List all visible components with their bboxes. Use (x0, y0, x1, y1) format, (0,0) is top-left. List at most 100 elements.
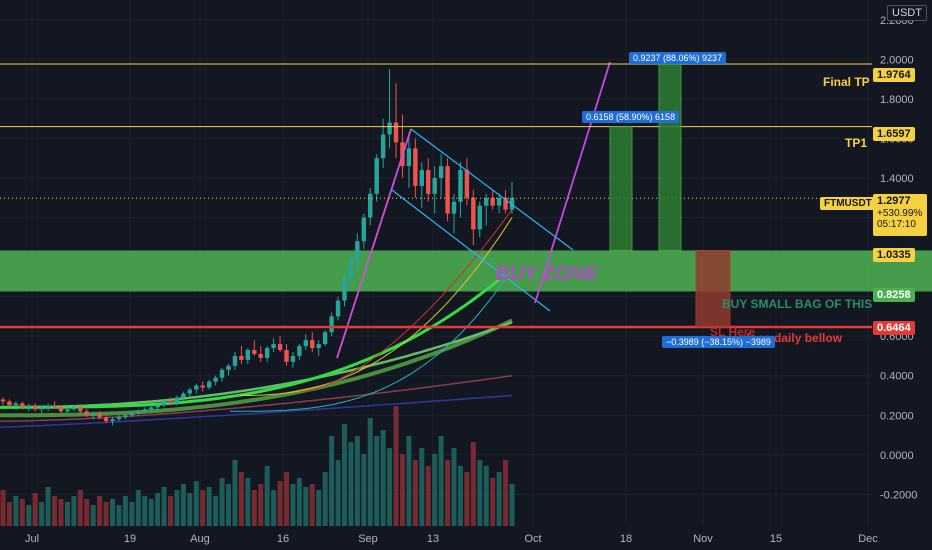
candle-body (206, 381, 212, 388)
candle-body (103, 417, 109, 422)
volume-bar (316, 490, 322, 526)
current-price: 1.2977 (877, 195, 911, 207)
target1-tag[interactable]: 0.6158 (58.90%) 6158 (582, 111, 680, 123)
candle-body (84, 411, 89, 416)
volume-bar (406, 436, 412, 526)
volume-bar (451, 448, 457, 526)
candle-body (458, 170, 463, 202)
volume-bar (168, 496, 174, 526)
volume-bar (71, 496, 77, 526)
candle-body (0, 399, 6, 402)
volume-bar (258, 484, 264, 526)
volume-bar (445, 460, 451, 526)
volume-bar (0, 490, 6, 526)
candle-body (161, 401, 167, 406)
volume-bar (380, 430, 386, 526)
volume-bar (122, 496, 128, 526)
x-tick-label: 16 (277, 533, 289, 545)
candle-body (342, 276, 347, 301)
candle-body (406, 148, 412, 167)
candle-body (271, 344, 276, 349)
candle-body (329, 316, 334, 333)
candle-body (290, 355, 296, 362)
candle-body (58, 407, 64, 412)
candle-body (368, 193, 373, 218)
volume-bar (393, 406, 399, 526)
volume-bar (335, 460, 341, 526)
final-tp-label: Final TP (823, 75, 870, 89)
loss-tag[interactable]: −0.3989 (−38.15%) −3989 (662, 336, 775, 348)
candle-body (335, 300, 341, 317)
candle-body (490, 197, 495, 206)
candle-body (297, 346, 302, 356)
volume-bar (19, 499, 25, 526)
volume-bar (97, 496, 103, 526)
y-tick-label: 0.2000 (880, 410, 914, 422)
candle-body (303, 340, 309, 347)
candle-body (194, 385, 199, 390)
candle-body (445, 166, 450, 214)
volume-bar (200, 490, 206, 526)
candle-body (187, 389, 193, 394)
x-tick-label: 19 (124, 533, 136, 545)
volume-bar (232, 460, 238, 526)
volume-bar (213, 496, 219, 526)
ma-30-line (0, 277, 501, 409)
volume-bar (477, 460, 483, 526)
stop-partial-label: SL Here (710, 325, 756, 339)
volume-bar (322, 472, 328, 526)
candle-body (136, 411, 141, 414)
tp1-price-tag: 1.6597 (873, 127, 915, 141)
volume-bar (264, 466, 270, 526)
volume-bar (399, 454, 405, 526)
symbol-tag: FTMUSDT (820, 197, 876, 210)
volume-bar (148, 499, 154, 526)
volume-bar (425, 466, 431, 526)
flag-lower-line (391, 189, 551, 312)
volume-bar (219, 478, 225, 526)
volume-bar (155, 493, 161, 526)
volume-bar (303, 487, 309, 526)
volume-bar (58, 499, 64, 526)
candle-body (477, 205, 482, 230)
current-change: +530.99% (877, 208, 923, 219)
target2-box (658, 63, 682, 251)
volume-bar (26, 505, 32, 526)
candle-body (310, 340, 315, 349)
candle-body (168, 401, 173, 404)
candle-body (258, 353, 263, 358)
candle-body (496, 197, 502, 206)
target2-tag[interactable]: 0.9237 (88.06%) 9237 (629, 52, 727, 64)
y-tick-label: 1.4000 (880, 173, 914, 185)
candle-body (71, 407, 77, 410)
candle-body (7, 401, 12, 406)
volume-bar (77, 490, 83, 526)
candle-body (361, 217, 367, 242)
volume-bar (116, 505, 122, 526)
currency-badge[interactable]: USDT (887, 5, 927, 21)
candle-body (142, 409, 147, 412)
candle-body (219, 369, 225, 378)
candle-body (451, 201, 457, 214)
candle-body (316, 344, 321, 349)
candle-body (174, 397, 180, 404)
candle-body (419, 170, 424, 186)
candle-body (245, 350, 251, 360)
candle-body (252, 350, 257, 354)
candle-body (213, 377, 218, 382)
volume-bar (110, 499, 116, 526)
ma-10-line (299, 209, 513, 392)
candle-body (129, 413, 135, 416)
candle-body (232, 355, 238, 366)
volume-bar (464, 472, 470, 526)
x-tick-label: Oct (524, 533, 541, 545)
candle-body (387, 122, 392, 135)
volume-bar (496, 472, 502, 526)
x-tick-label: 15 (770, 533, 782, 545)
current-price-box: 1.2977 +530.99% 05:17:10 (873, 194, 927, 236)
volume-bar (329, 436, 335, 526)
tp1-label: TP1 (845, 136, 868, 150)
volume-bar (174, 490, 180, 526)
x-tick-label: Dec (858, 533, 878, 545)
